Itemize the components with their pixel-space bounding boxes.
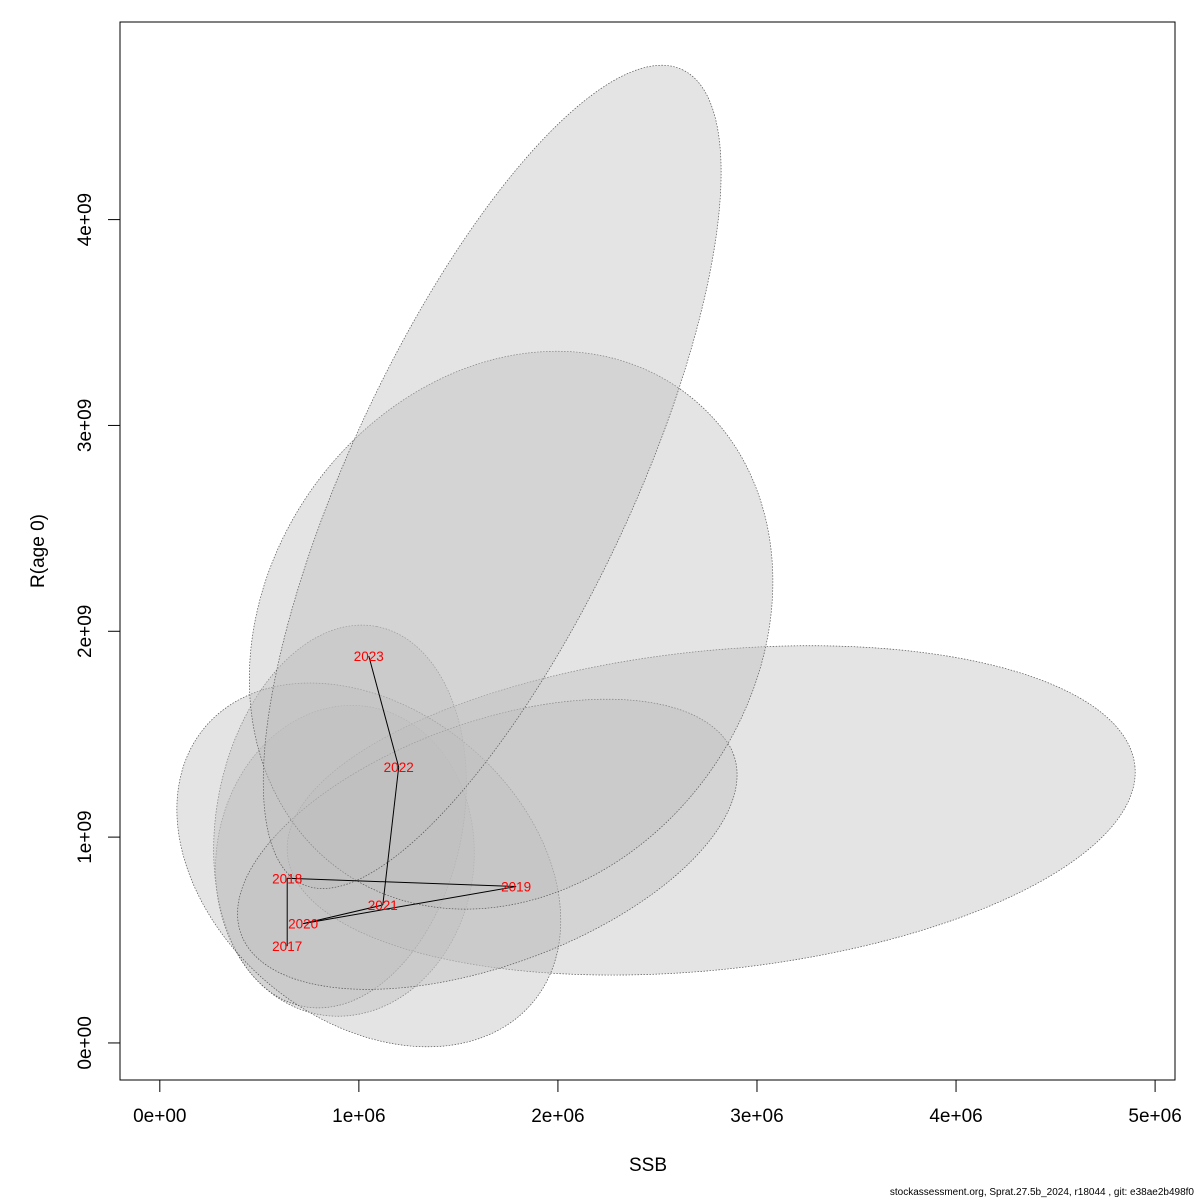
confidence-ellipse-2022 [248,350,774,910]
trajectory-segment-2019-2020 [303,886,517,925]
point-label-2021: 2021 [368,898,398,913]
point-label-2017: 2017 [272,939,302,954]
year-labels: 2017 2018 2019 2020 2021 2022 2023 [272,649,531,954]
x-axis-title: SSB [629,1155,667,1176]
confidence-ellipse-2018 [213,624,467,1009]
point-label-2023: 2023 [354,649,384,664]
x-tick-label-0: 0e+00 [133,1106,186,1127]
confidence-ellipse-2021 [237,698,738,990]
y-tick-label-0: 0e+00 [75,1016,96,1069]
confidence-ellipse-2019 [286,645,1136,976]
trajectory-segment-2022-2023 [368,655,400,768]
x-tick-label-2: 2e+06 [531,1106,584,1127]
point-label-2020: 2020 [288,917,318,932]
trajectory-segment-2018-2019 [287,877,517,887]
trajectory-segment-2021-2022 [382,767,400,906]
trajectory-segment-2020-2021 [302,904,383,925]
confidence-ellipse-2023 [262,64,722,889]
footer-text: stockassessment.org, Sprat.27.5b_2024, r… [890,1187,1195,1198]
point-label-2018: 2018 [272,871,302,886]
y-tick-label-3: 3e+09 [75,399,96,452]
x-tick-label-4: 4e+06 [929,1106,982,1127]
y-axis-title: R(age 0) [28,514,49,588]
confidence-ellipses [176,64,1136,1048]
trajectory-lines [286,655,517,947]
x-tick-label-5: 5e+06 [1128,1106,1181,1127]
x-tick-label-1: 1e+06 [332,1106,385,1127]
x-axis: 0e+00 1e+06 2e+06 3e+06 4e+06 5e+06 [133,1079,1182,1127]
y-tick-label-4: 4e+09 [75,193,96,246]
y-axis: 0e+00 1e+09 2e+09 3e+09 4e+09 [75,193,121,1070]
confidence-ellipse-2020 [176,682,562,1048]
point-label-2022: 2022 [384,760,414,775]
point-label-2019: 2019 [501,880,531,895]
y-tick-label-2: 2e+09 [75,605,96,658]
confidence-ellipse-2017 [215,705,475,1017]
y-tick-label-1: 1e+09 [75,810,96,863]
x-tick-label-3: 3e+06 [730,1106,783,1127]
